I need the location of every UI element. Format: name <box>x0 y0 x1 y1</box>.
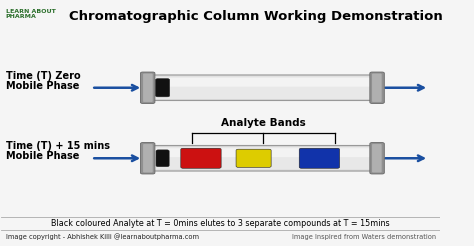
FancyBboxPatch shape <box>152 77 373 99</box>
FancyBboxPatch shape <box>152 147 373 169</box>
FancyBboxPatch shape <box>181 148 221 168</box>
FancyBboxPatch shape <box>299 148 339 168</box>
Text: Black coloured Analyte at T = 0mins elutes to 3 separate compounds at T = 15mins: Black coloured Analyte at T = 0mins elut… <box>51 219 390 228</box>
Text: Analyte Bands: Analyte Bands <box>221 118 306 128</box>
FancyBboxPatch shape <box>140 72 155 103</box>
FancyBboxPatch shape <box>140 143 155 174</box>
Text: Time (T) + 15 mins: Time (T) + 15 mins <box>6 141 110 151</box>
FancyBboxPatch shape <box>370 143 384 174</box>
FancyBboxPatch shape <box>372 74 382 102</box>
FancyBboxPatch shape <box>156 150 169 167</box>
Text: Image copyright - Abhishek Killi @learnaboutpharma.com: Image copyright - Abhishek Killi @learna… <box>6 233 199 240</box>
FancyBboxPatch shape <box>143 144 153 172</box>
FancyBboxPatch shape <box>143 74 153 102</box>
FancyBboxPatch shape <box>151 75 374 101</box>
FancyBboxPatch shape <box>155 79 170 97</box>
Text: Mobile Phase: Mobile Phase <box>6 151 79 161</box>
FancyBboxPatch shape <box>155 148 370 157</box>
Text: Image Inspired from Waters demonstration: Image Inspired from Waters demonstration <box>292 234 436 240</box>
Text: Chromatographic Column Working Demonstration: Chromatographic Column Working Demonstra… <box>69 10 443 23</box>
FancyBboxPatch shape <box>151 145 374 171</box>
Text: Time (T) Zero: Time (T) Zero <box>6 71 81 81</box>
Text: LEARN ABOUT
PHARMA: LEARN ABOUT PHARMA <box>6 9 55 19</box>
FancyBboxPatch shape <box>155 78 370 87</box>
Text: Mobile Phase: Mobile Phase <box>6 81 79 91</box>
FancyBboxPatch shape <box>372 144 382 172</box>
FancyBboxPatch shape <box>370 72 384 103</box>
FancyBboxPatch shape <box>236 149 271 167</box>
